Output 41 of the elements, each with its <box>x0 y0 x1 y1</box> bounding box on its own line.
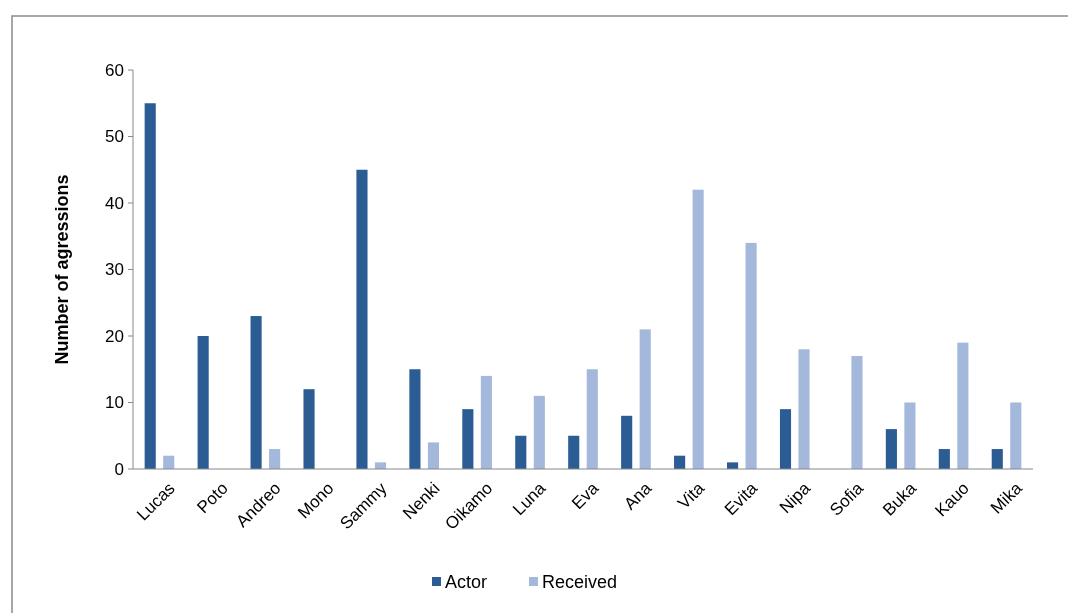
bar <box>938 449 950 469</box>
x-tick-label: Ana <box>620 478 656 514</box>
bar <box>568 435 580 469</box>
bar <box>197 336 209 469</box>
x-tick-label: Eva <box>568 478 603 513</box>
y-tick-label: 20 <box>105 326 124 346</box>
bar <box>745 242 757 469</box>
bar <box>639 329 651 469</box>
bar <box>303 389 315 469</box>
bar <box>904 402 916 469</box>
bar <box>533 395 545 469</box>
bar <box>1010 402 1022 469</box>
bar <box>692 189 704 469</box>
bar <box>356 169 368 469</box>
bar <box>515 435 527 469</box>
bar <box>798 349 810 469</box>
y-tick-label: 0 <box>114 459 124 479</box>
y-tick-label: 10 <box>105 393 124 413</box>
bar <box>957 342 969 469</box>
bar <box>427 442 439 469</box>
bar <box>885 429 897 469</box>
bar <box>462 409 474 469</box>
y-axis-title: Number of agressions <box>52 174 72 365</box>
bar <box>779 409 792 469</box>
y-tick-label: 60 <box>105 60 124 80</box>
bar <box>586 369 598 469</box>
x-tick-label: Nipa <box>775 478 815 517</box>
legend-label: Actor <box>445 572 488 593</box>
bar <box>991 449 1003 469</box>
bar <box>144 103 156 469</box>
bar <box>480 375 492 469</box>
bar <box>851 355 863 469</box>
y-tick-label: 50 <box>105 127 124 147</box>
bar <box>621 415 633 469</box>
bar <box>409 369 421 469</box>
y-tick-label: 40 <box>105 193 124 213</box>
bar <box>269 449 281 469</box>
y-tick-label: 30 <box>105 260 124 280</box>
legend-label: Received <box>542 572 618 593</box>
bar <box>250 316 262 469</box>
x-tick-label: Vita <box>674 478 709 513</box>
